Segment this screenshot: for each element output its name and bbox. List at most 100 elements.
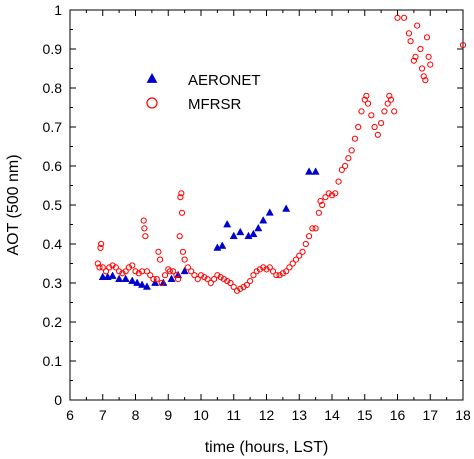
data-point-mfrsr — [204, 276, 211, 283]
data-point-mfrsr — [122, 268, 129, 275]
x-tick-label: 7 — [99, 407, 107, 423]
data-point-mfrsr — [217, 274, 224, 281]
data-point-mfrsr — [425, 53, 432, 60]
data-point-aeronet — [236, 227, 245, 236]
data-point-mfrsr — [355, 123, 362, 131]
x-tick-label: 15 — [357, 407, 373, 423]
x-tick-label: 16 — [390, 407, 406, 423]
data-point-mfrsr — [407, 38, 414, 45]
data-point-mfrsr — [292, 256, 300, 263]
data-point-aeronet — [259, 216, 268, 224]
x-tick-label: 11 — [226, 407, 241, 423]
data-point-mfrsr — [125, 264, 133, 271]
data-point-mfrsr — [345, 155, 352, 162]
data-point-mfrsr — [289, 260, 296, 267]
data-point-mfrsr — [176, 233, 183, 240]
data-point-mfrsr — [106, 264, 113, 271]
data-point-aeronet — [218, 241, 227, 249]
legend-marker-mfrsr — [146, 97, 158, 109]
data-point-mfrsr — [410, 57, 417, 64]
data-point-mfrsr — [279, 270, 286, 277]
legend-circle-icon — [146, 97, 158, 109]
data-point-mfrsr — [227, 279, 234, 287]
data-point-mfrsr — [394, 14, 401, 21]
data-point-mfrsr — [309, 225, 316, 232]
data-point-aeronet — [265, 208, 274, 216]
data-point-mfrsr — [299, 248, 306, 255]
data-point-mfrsr — [153, 276, 160, 283]
data-point-mfrsr — [387, 96, 395, 103]
data-point-mfrsr — [174, 276, 182, 283]
data-point-mfrsr — [135, 270, 142, 277]
plot-border — [69, 9, 464, 401]
data-point-mfrsr — [391, 108, 398, 115]
series-aeronet — [98, 167, 320, 290]
data-point-mfrsr — [342, 162, 349, 170]
tick-labels: 6 7 8 9 10 11 12 13 14 15 16 17 18 0 0.1 0.2 0.3 0.4 0.5 0.… — [43, 2, 471, 423]
data-point-mfrsr — [269, 268, 277, 275]
data-point-mfrsr — [417, 45, 424, 53]
data-point-aeronet — [229, 231, 238, 240]
data-point-mfrsr — [96, 264, 103, 271]
data-point-mfrsr — [363, 92, 370, 99]
data-point-mfrsr — [368, 112, 375, 119]
data-point-mfrsr — [220, 276, 228, 283]
data-point-mfrsr — [348, 147, 355, 154]
data-point-aeronet — [133, 278, 142, 286]
data-point-mfrsr — [97, 244, 104, 251]
data-point-aeronet — [254, 223, 263, 232]
data-point-mfrsr — [224, 277, 231, 285]
data-point-mfrsr — [296, 252, 303, 259]
data-point-mfrsr — [214, 272, 221, 279]
data-point-mfrsr — [201, 274, 208, 281]
y-tick-label: 0.5 — [43, 197, 63, 213]
data-point-mfrsr — [207, 279, 214, 287]
data-point-aeronet — [180, 266, 189, 275]
data-point-mfrsr — [247, 277, 254, 285]
data-point-mfrsr — [312, 225, 319, 232]
data-point-mfrsr — [260, 264, 267, 271]
data-point-mfrsr — [317, 198, 324, 205]
data-point-mfrsr — [332, 190, 339, 197]
data-point-mfrsr — [150, 276, 157, 283]
x-tick-label: 17 — [422, 407, 438, 423]
x-tick-label: 14 — [324, 407, 340, 423]
data-point-aeronet — [151, 278, 160, 286]
x-tick-label: 13 — [291, 407, 307, 423]
data-point-mfrsr — [273, 272, 280, 279]
data-point-mfrsr — [143, 268, 151, 275]
data-point-mfrsr — [178, 209, 186, 216]
data-point-mfrsr — [119, 270, 126, 277]
data-point-mfrsr — [263, 266, 270, 273]
data-point-mfrsr — [116, 268, 123, 275]
data-point-aeronet — [142, 282, 151, 290]
data-point-mfrsr — [283, 268, 290, 275]
data-point-aeronet — [249, 229, 258, 238]
plot-frame — [69, 9, 464, 401]
data-point-mfrsr — [141, 225, 148, 232]
x-tick-label: 12 — [259, 407, 275, 423]
data-point-mfrsr — [378, 120, 385, 127]
x-tick-label: 18 — [455, 407, 471, 423]
data-point-mfrsr — [422, 77, 429, 84]
data-point-mfrsr — [129, 262, 136, 269]
series-layer — [94, 14, 467, 294]
data-point-mfrsr — [414, 22, 421, 29]
data-point-mfrsr — [230, 283, 237, 290]
data-point-mfrsr — [250, 272, 257, 279]
data-point-mfrsr — [286, 264, 293, 271]
data-point-mfrsr — [412, 53, 419, 60]
data-point-mfrsr — [158, 279, 165, 287]
y-tick-label: 0.2 — [43, 314, 63, 330]
data-point-mfrsr — [322, 194, 329, 201]
data-point-mfrsr — [155, 248, 162, 255]
data-point-aeronet — [167, 274, 176, 282]
data-point-aeronet — [138, 280, 147, 288]
y-tick-label: 0.7 — [43, 119, 63, 135]
data-point-mfrsr — [384, 100, 391, 107]
data-point-mfrsr — [179, 248, 187, 255]
x-tick-label: 8 — [132, 407, 140, 423]
data-point-mfrsr — [94, 260, 101, 267]
y-tick-label: 0.4 — [43, 236, 63, 252]
data-point-mfrsr — [132, 268, 139, 275]
